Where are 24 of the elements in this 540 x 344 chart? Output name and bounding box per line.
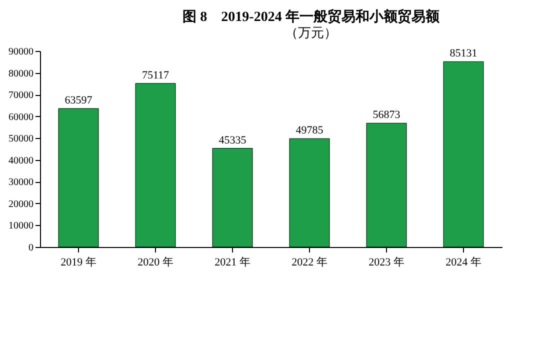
data-label: 85131: [450, 48, 478, 60]
y-tick-label: 10000: [8, 220, 34, 232]
y-tick-label: 40000: [8, 155, 34, 166]
x-tick-label: 2021 年: [214, 256, 250, 268]
y-tick-label: 0: [28, 242, 34, 254]
y-tick-label: 60000: [8, 112, 34, 123]
y-tick-label: 70000: [8, 90, 34, 102]
x-tick-label: 2024 年: [446, 256, 482, 268]
chart-subtitle: （万元）: [285, 25, 337, 40]
y-tick-label: 90000: [8, 46, 34, 58]
x-tick-label: 2019 年: [60, 256, 96, 268]
data-label: 63597: [64, 94, 93, 106]
data-label: 45335: [218, 134, 247, 146]
y-tick-label: 30000: [8, 177, 34, 188]
x-tick-label: 2020 年: [138, 256, 174, 268]
chart-title: 图 8 2019-2024 年一般贸易和小额贸易额: [182, 8, 440, 25]
data-label: 75117: [142, 69, 170, 82]
y-tick-label: 50000: [8, 134, 34, 145]
data-label: 49785: [296, 124, 324, 137]
x-tick-label: 2022 年: [292, 256, 328, 268]
x-tick-label: 2023 年: [368, 256, 404, 268]
y-tick-label: 80000: [8, 68, 34, 80]
data-label: 56873: [372, 109, 401, 122]
y-tick-label: 20000: [8, 198, 34, 210]
